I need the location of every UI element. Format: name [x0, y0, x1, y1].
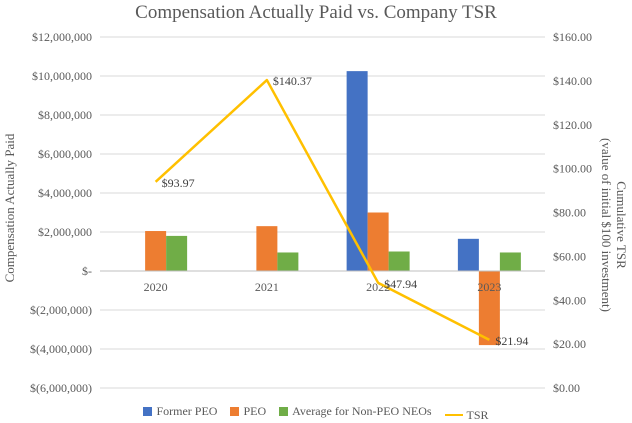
right-tick-label: $100.00 [553, 162, 592, 176]
right-tick-label: $80.00 [553, 206, 586, 220]
bar-average-for-non-peo-neos [388, 251, 410, 271]
left-tick-label: $10,000,000 [32, 69, 92, 83]
bar-average-for-non-peo-neos [166, 235, 188, 271]
left-axis-ticks: $12,000,000 $10,000,000 $8,000,000 $6,000,0… [30, 30, 92, 395]
left-tick-label: $- [82, 264, 92, 278]
left-tick-label: $6,000,000 [38, 147, 92, 161]
legend-item-non-peo-neos: Average for Non-PEO NEOs [279, 404, 432, 419]
right-tick-label: $140.00 [553, 74, 592, 88]
right-tick-label: $40.00 [553, 293, 586, 307]
legend-label: Average for Non-PEO NEOs [292, 404, 432, 418]
right-tick-label: $160.00 [553, 30, 592, 44]
bar-peo [256, 226, 278, 271]
left-tick-label: $4,000,000 [38, 186, 92, 200]
legend: Former PEO PEO Average for Non-PEO NEOs … [0, 404, 632, 423]
left-tick-label: $2,000,000 [38, 225, 92, 239]
right-axis-label-line2: (value of initial $100 investment) [599, 137, 614, 312]
x-tick-label: 2021 [255, 280, 279, 294]
right-tick-label: $120.00 [553, 118, 592, 132]
right-axis-label: Cumulative TSR (value of initial $100 in… [599, 125, 629, 325]
left-tick-label: $(2,000,000) [30, 303, 92, 317]
right-axis-label-line1: Cumulative TSR [614, 181, 629, 269]
legend-swatch [444, 414, 463, 416]
bar-peo [367, 212, 389, 271]
x-tick-labels: 2020 2021 2022 2023 [144, 280, 502, 294]
tsr-data-label: $93.97 [162, 176, 195, 190]
x-tick-label: 2022 [366, 280, 390, 294]
left-tick-label: $12,000,000 [32, 30, 92, 44]
right-tick-label: $60.00 [553, 249, 586, 263]
bar-peo [478, 271, 500, 346]
legend-swatch [143, 407, 153, 416]
bar-average-for-non-peo-neos [277, 252, 299, 271]
legend-item-tsr: TSR [444, 407, 489, 423]
bar-former-peo [346, 71, 368, 271]
legend-swatch [230, 407, 240, 416]
legend-item-former-peo: Former PEO [143, 404, 217, 419]
left-tick-label: $(4,000,000) [30, 342, 92, 356]
left-tick-label: $(6,000,000) [30, 381, 92, 395]
right-tick-label: $20.00 [553, 337, 586, 351]
right-tick-label: $0.00 [553, 381, 580, 395]
tsr-line-group: $93.97 $140.37 $47.94 $21.94 [154, 74, 528, 348]
chart-title: Compensation Actually Paid vs. Company T… [135, 2, 497, 23]
legend-swatch [279, 407, 289, 416]
left-axis-label: Compensation Actually Paid [2, 133, 17, 283]
bar-average-for-non-peo-neos [499, 252, 521, 271]
bars [100, 71, 545, 346]
tsr-data-label: $140.37 [273, 74, 312, 88]
tsr-data-label: $21.94 [495, 334, 528, 348]
tsr-data-label: $47.94 [384, 277, 417, 291]
legend-label: Former PEO [156, 404, 218, 418]
x-tick-label: 2020 [144, 280, 168, 294]
bar-former-peo [457, 238, 479, 271]
legend-item-peo: PEO [230, 404, 266, 419]
tsr-line [154, 78, 490, 341]
legend-label: TSR [466, 407, 489, 422]
legend-label: PEO [243, 404, 267, 418]
x-tick-label: 2023 [477, 280, 501, 294]
right-axis-ticks: $160.00 $140.00 $120.00 $100.00 $80.00 $60.00… [553, 30, 592, 395]
bar-peo [145, 231, 167, 271]
left-tick-label: $8,000,000 [38, 108, 92, 122]
